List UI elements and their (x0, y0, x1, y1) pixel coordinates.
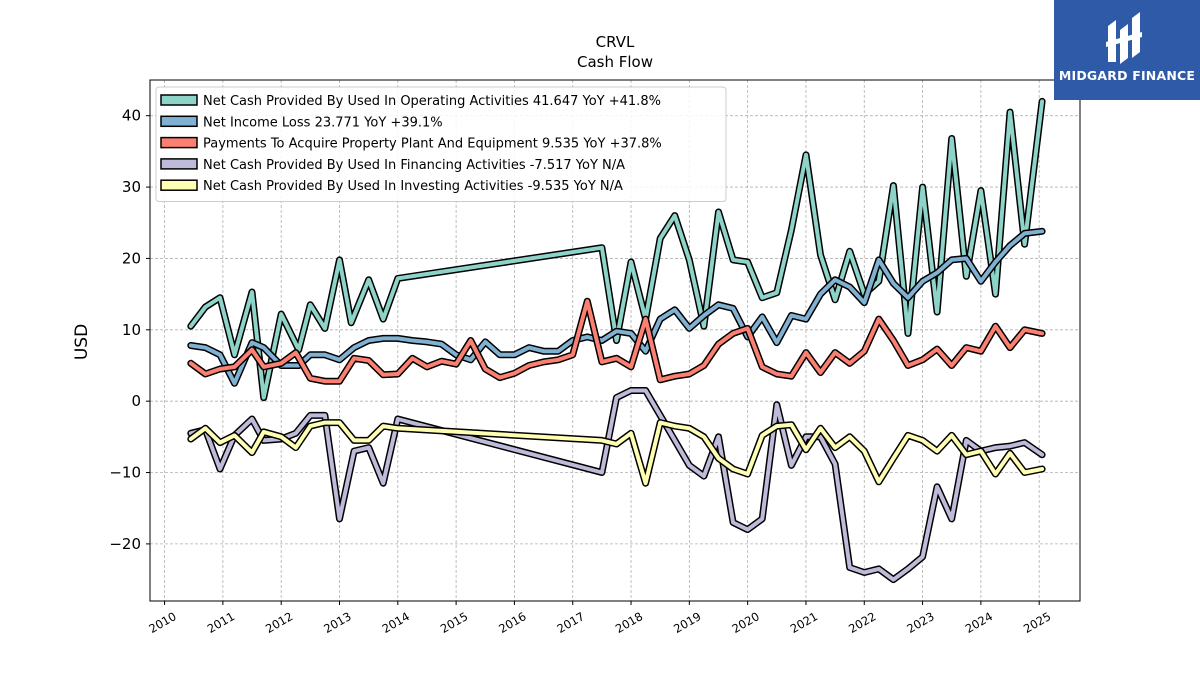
y-tick-label: 40 (122, 107, 141, 125)
x-tick-label: 2015 (438, 609, 470, 636)
series-line-3 (188, 299, 1045, 384)
logo-text: MIDGARD FINANCE (1058, 68, 1196, 83)
legend-box (155, 86, 727, 202)
legend: Net Cash Provided By Used In Operating A… (155, 86, 727, 202)
legend-label: Net Income Loss 23.771 YoY +39.1% (203, 115, 443, 130)
legend-swatch (160, 136, 198, 149)
y-axis-label: USD (72, 324, 92, 360)
y-tick-label: 20 (122, 249, 141, 267)
x-tick-label: 2023 (904, 609, 936, 636)
x-tick-label: 2025 (1021, 609, 1053, 636)
y-tick-label: −10 (109, 464, 141, 482)
legend-swatch (160, 179, 198, 191)
x-tick-label: 2011 (205, 609, 237, 636)
y-tick-label: 0 (131, 392, 141, 410)
y-tick-label: −20 (109, 535, 141, 553)
x-tick-label: 2017 (555, 609, 587, 636)
x-tick-label: 2022 (846, 609, 878, 636)
series-layer (187, 97, 1046, 584)
x-tick-label: 2020 (729, 609, 761, 636)
series-line-5 (188, 420, 1045, 486)
x-tick-label: 2013 (321, 609, 353, 636)
chart-title: CRVL (596, 33, 635, 51)
legend-swatch (160, 158, 198, 170)
x-tick-label: 2016 (496, 609, 528, 636)
legend-label: Net Cash Provided By Used In Operating A… (203, 94, 661, 109)
x-tick-label: 2018 (613, 609, 645, 636)
series-line-4 (188, 388, 1045, 582)
series-outline-5 (187, 419, 1046, 487)
legend-label: Net Cash Provided By Used In Financing A… (203, 158, 625, 173)
series-line-2 (188, 229, 1045, 386)
x-tick-label: 2010 (146, 609, 178, 636)
series-line-1 (188, 99, 1045, 400)
legend-label: Payments To Acquire Property Plant And E… (203, 137, 662, 152)
logo-mark-icon (1106, 12, 1142, 64)
x-tick-label: 2021 (788, 609, 820, 636)
x-tick-label: 2014 (380, 609, 412, 636)
brand-logo: MIDGARD FINANCE (1054, 0, 1200, 100)
legend-swatch (160, 94, 198, 106)
y-tick-label: 10 (122, 321, 141, 339)
y-tick-label: 30 (122, 178, 141, 196)
legend-swatch (160, 115, 198, 128)
x-tick-label: 2024 (963, 609, 995, 636)
series-outline-4 (187, 387, 1046, 584)
legend-label: Net Cash Provided By Used In Investing A… (203, 179, 623, 194)
chart-subtitle: Cash Flow (577, 53, 653, 71)
x-tick-label: 2019 (671, 609, 703, 636)
x-tick-label: 2012 (263, 609, 295, 636)
plot-frame (149, 79, 1081, 602)
